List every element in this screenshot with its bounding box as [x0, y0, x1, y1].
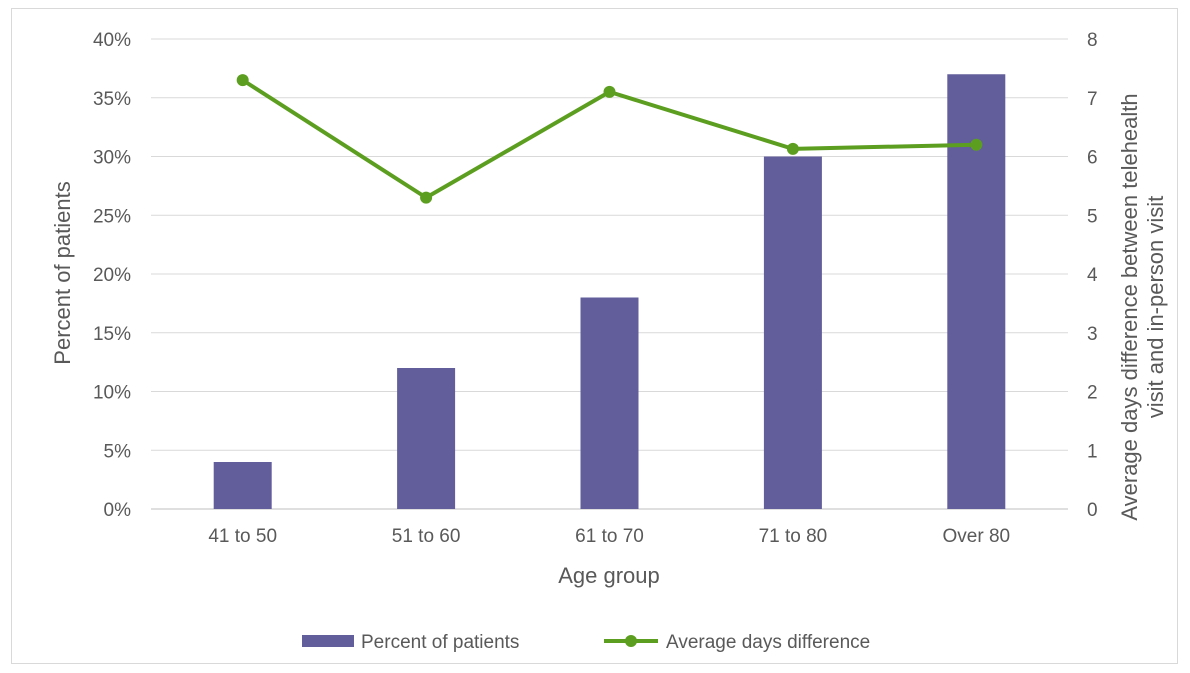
x-tick-label: Over 80	[943, 526, 1011, 547]
y2-tick-label: 2	[1087, 383, 1098, 404]
line-point	[603, 85, 616, 98]
y2-tick-label: 4	[1087, 265, 1098, 286]
y-tick-label: 40%	[93, 30, 131, 51]
y-axis-title: Percent of patients	[50, 181, 75, 364]
x-tick-label: 61 to 70	[575, 526, 644, 547]
y-tick-label: 0%	[104, 500, 132, 521]
y-tick-label: 30%	[93, 148, 131, 169]
line-point	[236, 74, 249, 87]
line-point	[970, 138, 983, 151]
y2-tick-label: 8	[1087, 30, 1098, 51]
x-axis-ticks: 41 to 50 51 to 60 61 to 70 71 to 80 Over 80	[208, 526, 1010, 547]
x-tick-label: 41 to 50	[208, 526, 277, 547]
legend-label-bar: Percent of patients	[361, 632, 519, 653]
y2-axis-title-line1: Average days difference between teleheal…	[1117, 93, 1142, 520]
line-point	[786, 142, 799, 155]
bar	[580, 297, 639, 509]
y2-tick-label: 6	[1087, 148, 1098, 169]
gridlines	[151, 38, 1068, 510]
x-axis-title: Age group	[558, 563, 660, 588]
y2-tick-label: 3	[1087, 324, 1098, 345]
bar	[763, 156, 822, 509]
legend-swatch-marker	[625, 635, 637, 647]
x-tick-label: 51 to 60	[392, 526, 461, 547]
right-axis-ticks: 0 1 2 3 4 5 6 7 8	[1087, 30, 1098, 521]
bar	[213, 462, 272, 509]
y2-tick-label: 5	[1087, 206, 1098, 227]
left-axis-ticks: 0% 5% 10% 15% 20% 25% 30% 35% 40%	[93, 30, 131, 521]
y-tick-label: 15%	[93, 324, 131, 345]
y-tick-label: 10%	[93, 383, 131, 404]
line-point	[420, 191, 433, 204]
y2-tick-label: 1	[1087, 441, 1098, 462]
x-tick-label: 71 to 80	[759, 526, 828, 547]
y2-axis-title-line2: visit and in-person visit	[1143, 196, 1168, 419]
y-tick-label: 35%	[93, 89, 131, 110]
y-tick-label: 25%	[93, 206, 131, 227]
legend: Percent of patients Average days differe…	[302, 632, 870, 653]
y2-tick-label: 7	[1087, 89, 1098, 110]
line-series	[236, 74, 983, 204]
y2-tick-label: 0	[1087, 500, 1098, 521]
bar	[397, 368, 456, 509]
y-tick-label: 20%	[93, 265, 131, 286]
y-tick-label: 5%	[104, 441, 132, 462]
legend-label-line: Average days difference	[666, 632, 870, 653]
legend-swatch-bar	[302, 635, 354, 647]
